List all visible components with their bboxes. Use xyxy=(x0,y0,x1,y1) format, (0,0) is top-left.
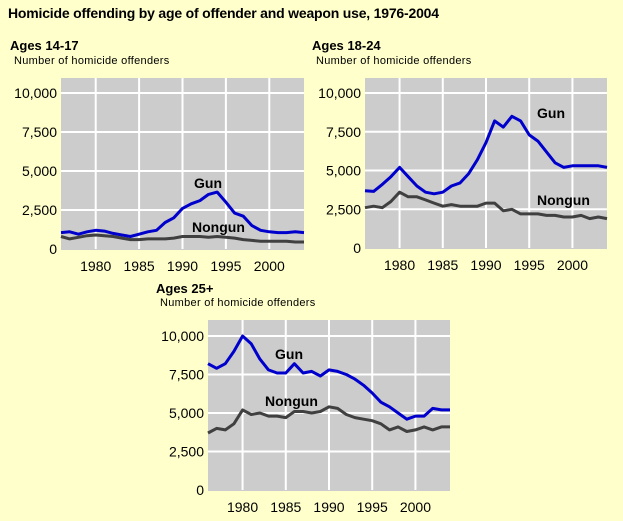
y-tick-label: 7,500 xyxy=(326,124,361,140)
y-tick-label: 2,500 xyxy=(22,202,57,218)
y-tick-label: 10,000 xyxy=(161,328,204,344)
y-tick-label: 10,000 xyxy=(14,85,57,101)
y-tick-label: 5,000 xyxy=(326,163,361,179)
y-tick-label: 5,000 xyxy=(169,405,204,421)
x-tick-label: 1995 xyxy=(210,258,241,274)
x-tick-label: 1990 xyxy=(313,499,344,515)
y-tick-label: 0 xyxy=(49,241,57,257)
y-axis-label-14-17: Number of homicide offenders xyxy=(14,55,170,67)
x-tick-label: 1985 xyxy=(124,258,155,274)
y-tick-label: 0 xyxy=(196,482,204,498)
series-label-nongun: Nongun xyxy=(537,192,590,208)
chart-title-18-24: Ages 18-24 xyxy=(312,38,381,53)
series-label-nongun: Nongun xyxy=(265,393,318,409)
x-tick-label: 1990 xyxy=(167,258,198,274)
y-axis-label-18-24: Number of homicide offenders xyxy=(316,55,472,67)
y-tick-label: 7,500 xyxy=(169,367,204,383)
series-line-nongun xyxy=(364,190,608,221)
x-tick-label: 1980 xyxy=(384,257,415,273)
x-tick-label: 1985 xyxy=(270,499,301,515)
series-line-nongun xyxy=(207,405,450,435)
x-tick-label: 1995 xyxy=(514,257,545,273)
series-label-nongun: Nongun xyxy=(192,219,245,235)
series-line-nongun xyxy=(60,233,304,244)
figure-title: Homicide offending by age of offender an… xyxy=(8,5,439,21)
x-tick-label: 1995 xyxy=(357,499,388,515)
series-label-gun: Gun xyxy=(275,346,303,362)
y-axis-label-25-plus: Number of homicide offenders xyxy=(160,297,316,309)
series-label-gun: Gun xyxy=(194,175,222,191)
x-tick-label: 1985 xyxy=(427,257,458,273)
x-tick-label: 2000 xyxy=(557,257,588,273)
series-line-gun xyxy=(60,190,305,238)
y-tick-label: 10,000 xyxy=(318,85,361,101)
y-tick-label: 0 xyxy=(353,240,361,256)
y-tick-label: 2,500 xyxy=(326,201,361,217)
series-line-gun xyxy=(364,114,608,196)
y-tick-label: 7,500 xyxy=(22,124,57,140)
chart-title-25-plus: Ages 25+ xyxy=(156,281,214,296)
x-tick-label: 2000 xyxy=(400,499,431,515)
x-tick-label: 2000 xyxy=(254,258,285,274)
x-tick-label: 1980 xyxy=(227,499,258,515)
series-label-gun: Gun xyxy=(537,105,565,121)
series-line-gun xyxy=(207,334,450,421)
x-tick-label: 1980 xyxy=(80,258,111,274)
chart-title-14-17: Ages 14-17 xyxy=(10,38,79,53)
x-tick-label: 1990 xyxy=(470,257,501,273)
y-tick-label: 5,000 xyxy=(22,163,57,179)
y-tick-label: 2,500 xyxy=(169,444,204,460)
